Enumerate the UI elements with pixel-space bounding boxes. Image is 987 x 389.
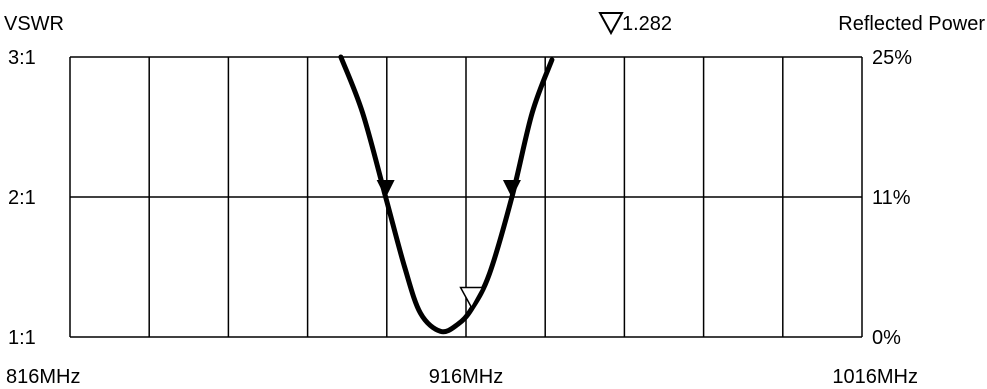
marker-readout-value: 1.282 <box>622 13 672 35</box>
arrow-marker-icon <box>502 180 521 198</box>
y-tick-label-right: 25% <box>872 47 912 69</box>
tick-labels: 3:1 2:1 1:1 25% 11% 0% 816MHz 916MHz 1016MHz <box>6 47 918 388</box>
left-axis-label: VSWR <box>4 13 64 35</box>
chart-grid <box>69 56 863 338</box>
marker-triangle-icon <box>459 286 484 310</box>
y-tick-label-right: 11% <box>872 187 911 209</box>
x-tick-label: 1016MHz <box>832 366 918 388</box>
vswr-curve-line <box>338 54 555 335</box>
x-tick-label: 816MHz <box>6 366 80 388</box>
x-tick-label: 916MHz <box>429 366 503 388</box>
y-tick-label-left: 2:1 <box>8 187 36 209</box>
curve-markers <box>376 180 521 310</box>
right-axis-label: Reflected Power <box>838 13 985 35</box>
marker-readout-icon <box>598 12 624 36</box>
y-tick-label-left: 1:1 <box>8 327 36 349</box>
y-tick-label-left: 3:1 <box>8 47 36 69</box>
arrow-marker-icon <box>376 180 395 198</box>
y-tick-label-right: 0% <box>872 327 901 349</box>
